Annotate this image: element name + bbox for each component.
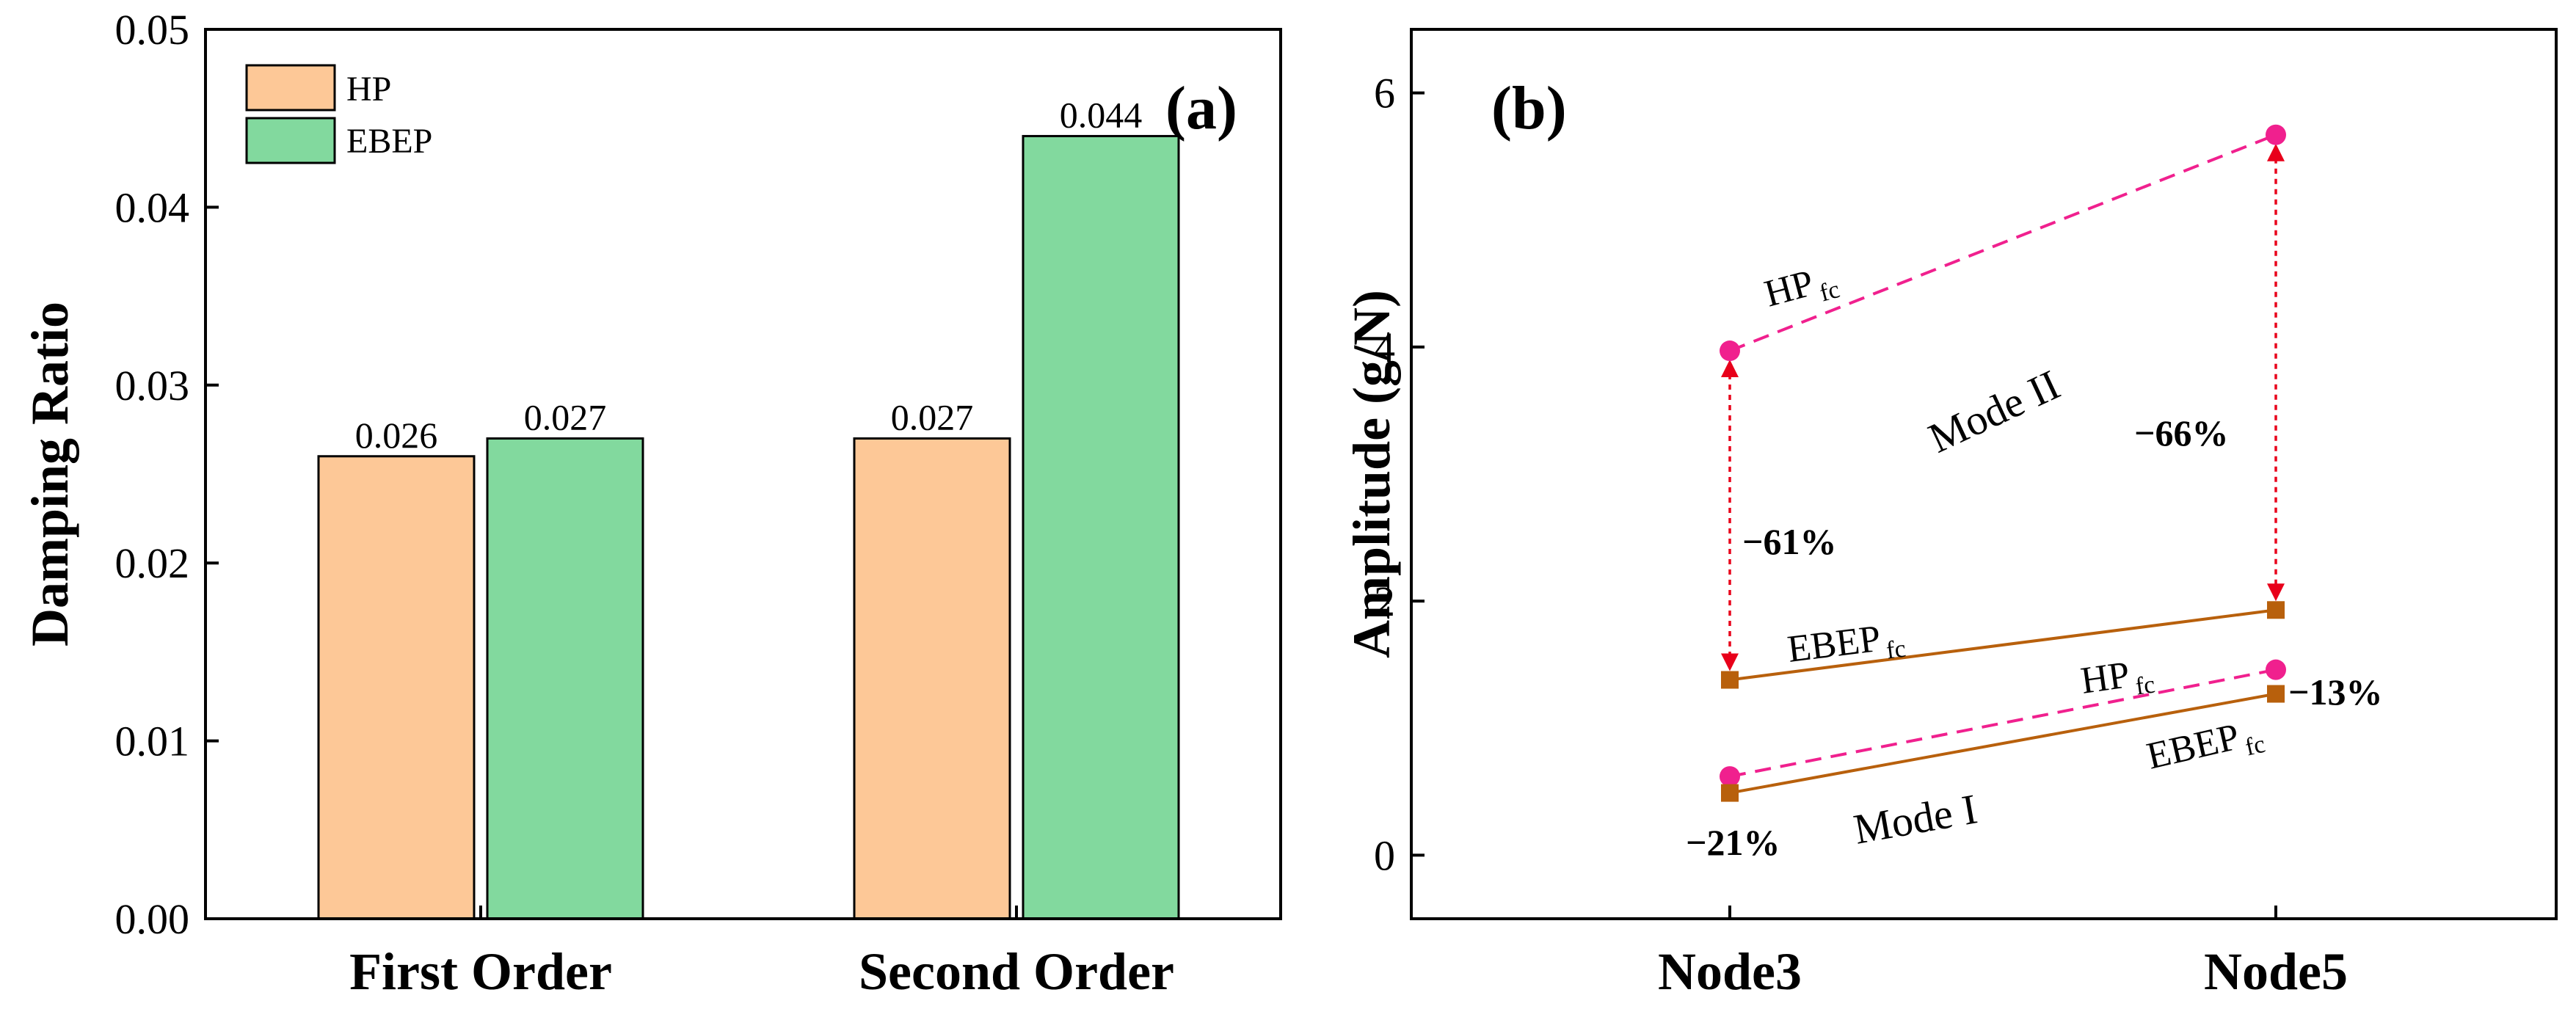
panel-label-b: (b)	[1491, 74, 1567, 142]
mode-label-2: Mode II	[1921, 360, 2067, 462]
bar-labels-group: 0.026 0.027 0.027 0.044	[355, 94, 1143, 455]
bar-ebep-second-order	[1022, 134, 1180, 920]
y-tick-label: 0.03	[115, 362, 190, 409]
pct-label-node5-mode2: −66%	[2134, 412, 2229, 453]
plot-frame-b	[1410, 28, 2558, 920]
bar-value-label: 0.026	[355, 415, 438, 456]
arrow-head-down	[1721, 653, 1739, 671]
lines-group	[1729, 133, 2277, 795]
plot-frame-a	[204, 28, 1282, 920]
legend-swatch-hp	[245, 64, 336, 112]
y-ticks-b: 0 2 4 6	[1374, 70, 1425, 879]
series-label-subscript: fc	[1817, 276, 1843, 307]
x-category-label: First Order	[349, 942, 612, 1001]
x-category-label: Second Order	[859, 942, 1174, 1001]
pct-label-node5-mode1: −13%	[2288, 671, 2383, 713]
bars-group	[317, 134, 1180, 920]
series-line-1	[1729, 608, 2277, 682]
series-label-base: EBEP	[2143, 716, 2244, 778]
marker-square	[2267, 685, 2285, 703]
x-ticks-b: Node3 Node5	[1658, 906, 2348, 1001]
y-tick-label: 0.05	[115, 6, 190, 54]
series-label-base: HP	[2078, 654, 2133, 702]
marker-square	[1721, 671, 1739, 689]
y-tick-label: 0.00	[115, 895, 190, 943]
bar-hp-second-order	[853, 437, 1011, 920]
marker-square	[2267, 601, 2285, 619]
series-label-ebep-mode1: EBEPfc	[2143, 710, 2268, 783]
y-tick-label: 6	[1374, 70, 1395, 117]
mode-label-1: Mode I	[1850, 784, 1981, 853]
panel-label-a: (a)	[1165, 74, 1237, 142]
legend-a: HP EBEP	[245, 64, 432, 164]
arrow-head-up	[1721, 360, 1739, 378]
series-line-3	[1729, 692, 2277, 795]
marker-circle	[1720, 340, 1740, 362]
y-axis-title-b: Amplitude (g/N)	[1342, 290, 1401, 658]
marker-circle	[1720, 766, 1740, 787]
bar-value-label: 0.044	[1060, 94, 1143, 135]
bar-value-label: 0.027	[524, 397, 607, 438]
y-tick-label: 0.02	[115, 539, 190, 587]
marker-square	[1721, 784, 1739, 802]
series-label-subscript: fc	[2133, 671, 2156, 700]
marker-circle	[2266, 659, 2286, 680]
marker-circle	[2266, 124, 2286, 145]
arrow-head-up	[2267, 143, 2285, 161]
series-label-base: HP	[1760, 262, 1818, 315]
y-tick-label: 4	[1374, 324, 1395, 371]
markers-group	[1720, 124, 2286, 802]
legend-label-hp: HP	[346, 70, 391, 109]
x-category-label: Node3	[1658, 942, 1802, 1001]
y-tick-label: 2	[1374, 578, 1395, 625]
bar-ebep-first-order	[486, 437, 644, 920]
bar-value-label: 0.027	[891, 397, 974, 438]
pct-label-node3-mode1: −21%	[1686, 822, 1780, 863]
y-axis-title-a: Damping Ratio	[21, 302, 79, 646]
y-tick-label: 0.04	[115, 183, 190, 231]
y-tick-label: 0	[1374, 831, 1395, 879]
series-label-ebep-mode2: EBEPfc	[1786, 615, 1907, 677]
pct-label-node3-mode2: −61%	[1742, 521, 1837, 562]
series-line-0	[1729, 133, 2277, 352]
arrow-head-down	[2267, 583, 2285, 602]
series-line-2	[1729, 668, 2277, 779]
y-ticks-a: 0.00 0.01 0.02 0.03 0.04 0.05	[115, 6, 219, 943]
series-label-hp-mode1: HPfc	[2078, 651, 2157, 708]
bar-hp-first-order	[317, 455, 476, 920]
legend-label-ebep: EBEP	[346, 122, 432, 161]
x-ticks-a: First Order Second Order	[349, 906, 1174, 1001]
legend-swatch-ebep	[245, 117, 336, 164]
y-tick-label: 0.01	[115, 718, 190, 765]
arrow-node3	[1721, 360, 1739, 671]
series-label-subscript: fc	[1885, 635, 1907, 665]
arrow-node5	[2267, 143, 2285, 602]
arrows-group	[1721, 143, 2285, 671]
series-label-subscript: fc	[2243, 731, 2268, 762]
x-category-label: Node5	[2204, 942, 2348, 1001]
